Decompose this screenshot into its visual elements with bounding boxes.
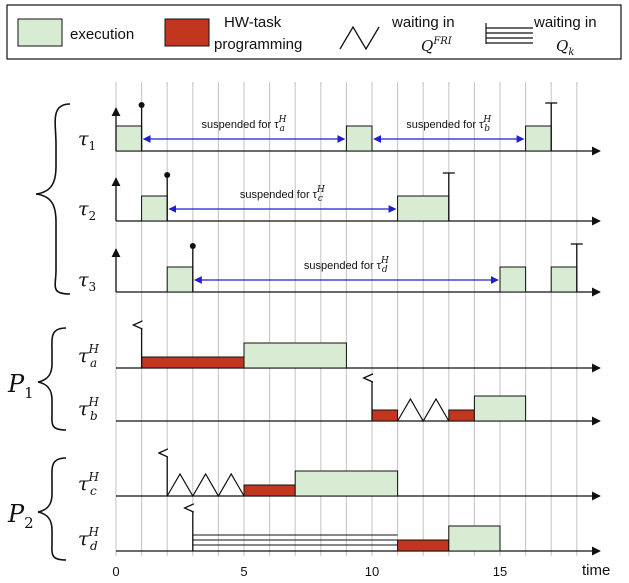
execution-block	[166, 266, 194, 293]
waiting-fri-zigzag	[397, 397, 450, 423]
row-label-tau2: τ2	[78, 198, 96, 223]
suspension-label: suspended for τH a	[202, 115, 287, 134]
legend-execution-swatch	[17, 18, 63, 47]
row-label-taubH: τH b	[78, 395, 100, 423]
execution-block	[243, 342, 347, 369]
execution-block	[345, 125, 373, 152]
time-tick-label: 10	[365, 564, 379, 579]
programming-block	[141, 356, 245, 369]
row-tauaH: τH a	[78, 325, 601, 373]
execution-block	[473, 395, 527, 422]
waiting-fri-zigzag	[166, 472, 245, 498]
execution-block	[525, 125, 552, 152]
execution-block	[499, 266, 527, 293]
row-label-tau1: τ1	[78, 128, 96, 153]
p2-label: P2	[7, 500, 34, 532]
legend-programming-label-1: HW-task	[224, 14, 282, 31]
row-label-tauaH: τH a	[78, 342, 100, 370]
programming-block	[371, 409, 399, 422]
group-braces: P1 P2	[7, 103, 71, 561]
time-tick-label: 0	[112, 564, 119, 579]
suspension-pin-head	[138, 102, 145, 108]
programming-block	[397, 539, 450, 552]
row-taubH: τH b	[78, 378, 601, 426]
suspension-label: suspended for τH d	[304, 256, 389, 275]
legend-waiting-k-label: waiting in	[533, 14, 597, 31]
suspension-pin-head	[189, 243, 196, 249]
row-label-tau3: τ3	[78, 269, 96, 294]
row-label-taudH: τH d	[78, 525, 100, 553]
suspension-pin-head	[164, 172, 171, 178]
row-tau1: τ1 suspended for τH a suspended for τH b	[78, 102, 601, 156]
p1-brace	[37, 327, 67, 431]
legend-waiting-fri-math: QFRI	[421, 36, 453, 55]
execution-block	[294, 470, 399, 497]
time-tick-label: 15	[493, 564, 507, 579]
row-tau3: τ3 suspended for τH d	[78, 243, 601, 297]
row-taucH: τH c	[78, 453, 601, 501]
legend: execution HW-task programming waiting in…	[6, 4, 622, 60]
time-tick-label: 5	[240, 564, 247, 579]
row-label-taucH: τH c	[78, 470, 100, 498]
legend-zigzag-icon	[339, 25, 380, 51]
p2-brace	[37, 457, 67, 561]
time-axis-label: time	[582, 562, 610, 579]
row-taudH: τH d	[78, 508, 601, 556]
execution-block	[115, 125, 143, 152]
p1-label: P1	[7, 370, 34, 402]
task-rows: τ1 suspended for τH a suspended for τH b τ2 su…	[78, 102, 601, 556]
legend-execution-label: execution	[70, 26, 134, 43]
cpu-brace	[35, 103, 71, 295]
legend-programming-swatch	[164, 18, 210, 47]
execution-block	[550, 266, 578, 293]
suspension-label: suspended for τH c	[240, 185, 325, 204]
legend-programming-label-2: programming	[214, 36, 302, 53]
execution-block	[397, 195, 450, 222]
execution-block	[141, 195, 168, 222]
legend-waiting-k-math: Qk	[556, 37, 574, 58]
legend-queue-icon	[485, 23, 533, 44]
legend-waiting-fri-label: waiting in	[391, 14, 455, 31]
programming-block	[243, 484, 296, 497]
row-tau2: τ2 suspended for τH c	[78, 172, 601, 226]
suspension-label: suspended for τH b	[406, 115, 491, 134]
execution-block	[448, 525, 501, 552]
programming-block	[448, 409, 475, 422]
time-axis: time 0 5 10 15	[112, 562, 610, 579]
legend-frame	[6, 4, 622, 60]
